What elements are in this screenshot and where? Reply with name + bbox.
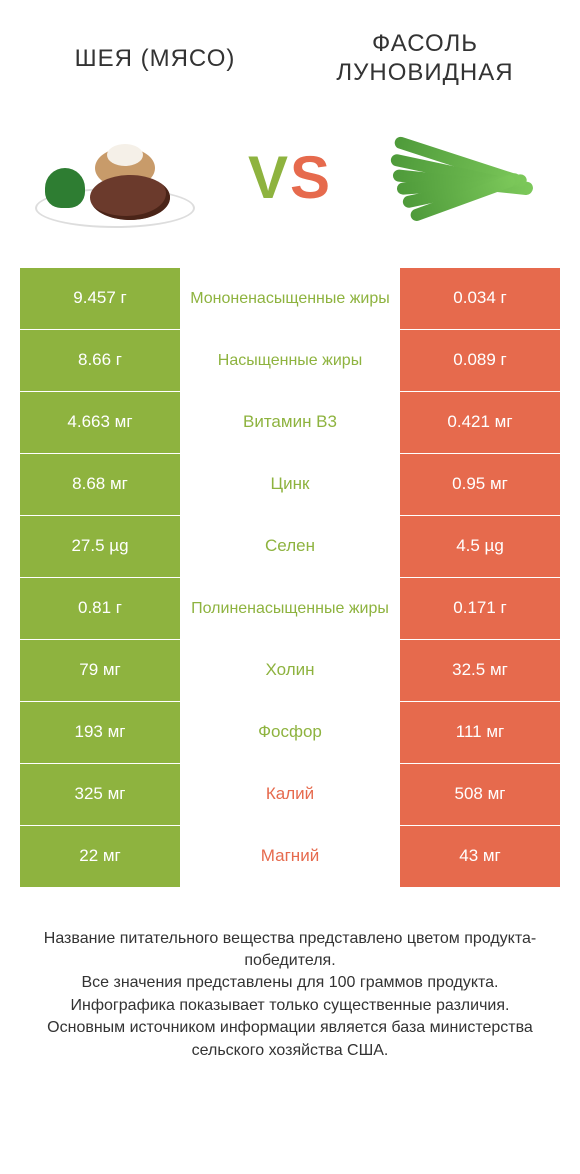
table-row: 22 мгМагний43 мг bbox=[20, 826, 560, 888]
value-left: 79 мг bbox=[20, 640, 180, 701]
value-right: 4.5 µg bbox=[400, 516, 560, 577]
footer-line: Все значения представлены для 100 граммо… bbox=[30, 972, 550, 994]
vs-v: V bbox=[248, 144, 290, 211]
vs-s: S bbox=[290, 144, 332, 211]
footer-line: Инфографика показывает только существенн… bbox=[30, 995, 550, 1017]
beans-icon bbox=[385, 123, 545, 233]
header: ШЕЯ (МЯСО) ФАСОЛЬ ЛУНОВИДНАЯ bbox=[0, 0, 580, 108]
value-right: 0.089 г bbox=[400, 330, 560, 391]
value-right: 0.171 г bbox=[400, 578, 560, 639]
value-right: 0.95 мг bbox=[400, 454, 560, 515]
footer: Название питательного вещества представл… bbox=[0, 888, 580, 1082]
value-left: 9.457 г bbox=[20, 268, 180, 329]
footer-line: Название питательного вещества представл… bbox=[30, 928, 550, 973]
nutrient-label: Насыщенные жиры bbox=[180, 330, 400, 391]
infographic-container: ШЕЯ (МЯСО) ФАСОЛЬ ЛУНОВИДНАЯ VS bbox=[0, 0, 580, 1174]
value-left: 193 мг bbox=[20, 702, 180, 763]
value-left: 4.663 мг bbox=[20, 392, 180, 453]
nutrient-label: Калий bbox=[180, 764, 400, 825]
footer-line: Основным источником информации является … bbox=[30, 1017, 550, 1062]
nutrient-label: Витамин B3 bbox=[180, 392, 400, 453]
value-right: 43 мг bbox=[400, 826, 560, 887]
table-row: 4.663 мгВитамин B30.421 мг bbox=[20, 392, 560, 454]
nutrient-label: Фосфор bbox=[180, 702, 400, 763]
title-right: ФАСОЛЬ ЛУНОВИДНАЯ bbox=[290, 30, 560, 88]
vs-label: VS bbox=[248, 143, 332, 212]
value-left: 27.5 µg bbox=[20, 516, 180, 577]
value-left: 22 мг bbox=[20, 826, 180, 887]
table-row: 325 мгКалий508 мг bbox=[20, 764, 560, 826]
nutrient-label: Полиненасыщенные жиры bbox=[180, 578, 400, 639]
nutrient-label: Магний bbox=[180, 826, 400, 887]
table-row: 8.68 мгЦинк0.95 мг bbox=[20, 454, 560, 516]
table-row: 193 мгФосфор111 мг bbox=[20, 702, 560, 764]
vs-row: VS bbox=[0, 108, 580, 268]
meat-plate-icon bbox=[35, 128, 195, 228]
table-row: 27.5 µgСелен4.5 µg bbox=[20, 516, 560, 578]
comparison-table: 9.457 гМононенасыщенные жиры0.034 г8.66 … bbox=[0, 268, 580, 888]
title-left: ШЕЯ (МЯСО) bbox=[20, 45, 290, 73]
value-right: 0.421 мг bbox=[400, 392, 560, 453]
value-left: 8.66 г bbox=[20, 330, 180, 391]
value-right: 508 мг bbox=[400, 764, 560, 825]
value-left: 8.68 мг bbox=[20, 454, 180, 515]
food-image-left bbox=[30, 118, 200, 238]
nutrient-label: Селен bbox=[180, 516, 400, 577]
value-right: 32.5 мг bbox=[400, 640, 560, 701]
value-left: 325 мг bbox=[20, 764, 180, 825]
food-image-right bbox=[380, 118, 550, 238]
nutrient-label: Мононенасыщенные жиры bbox=[180, 268, 400, 329]
nutrient-label: Холин bbox=[180, 640, 400, 701]
value-right: 111 мг bbox=[400, 702, 560, 763]
value-right: 0.034 г bbox=[400, 268, 560, 329]
nutrient-label: Цинк bbox=[180, 454, 400, 515]
table-row: 9.457 гМононенасыщенные жиры0.034 г bbox=[20, 268, 560, 330]
table-row: 0.81 гПолиненасыщенные жиры0.171 г bbox=[20, 578, 560, 640]
table-row: 8.66 гНасыщенные жиры0.089 г bbox=[20, 330, 560, 392]
table-row: 79 мгХолин32.5 мг bbox=[20, 640, 560, 702]
value-left: 0.81 г bbox=[20, 578, 180, 639]
